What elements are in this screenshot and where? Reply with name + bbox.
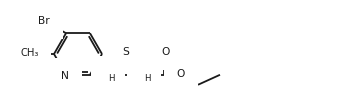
Text: H: H: [144, 74, 150, 83]
Text: N: N: [104, 69, 112, 79]
Text: N: N: [61, 71, 69, 81]
Text: O: O: [162, 47, 170, 57]
Text: CH₃: CH₃: [21, 48, 39, 58]
Text: S: S: [123, 47, 130, 57]
Text: H: H: [108, 74, 114, 83]
Text: O: O: [177, 69, 185, 79]
Text: Br: Br: [38, 16, 50, 26]
Text: N: N: [140, 69, 148, 79]
